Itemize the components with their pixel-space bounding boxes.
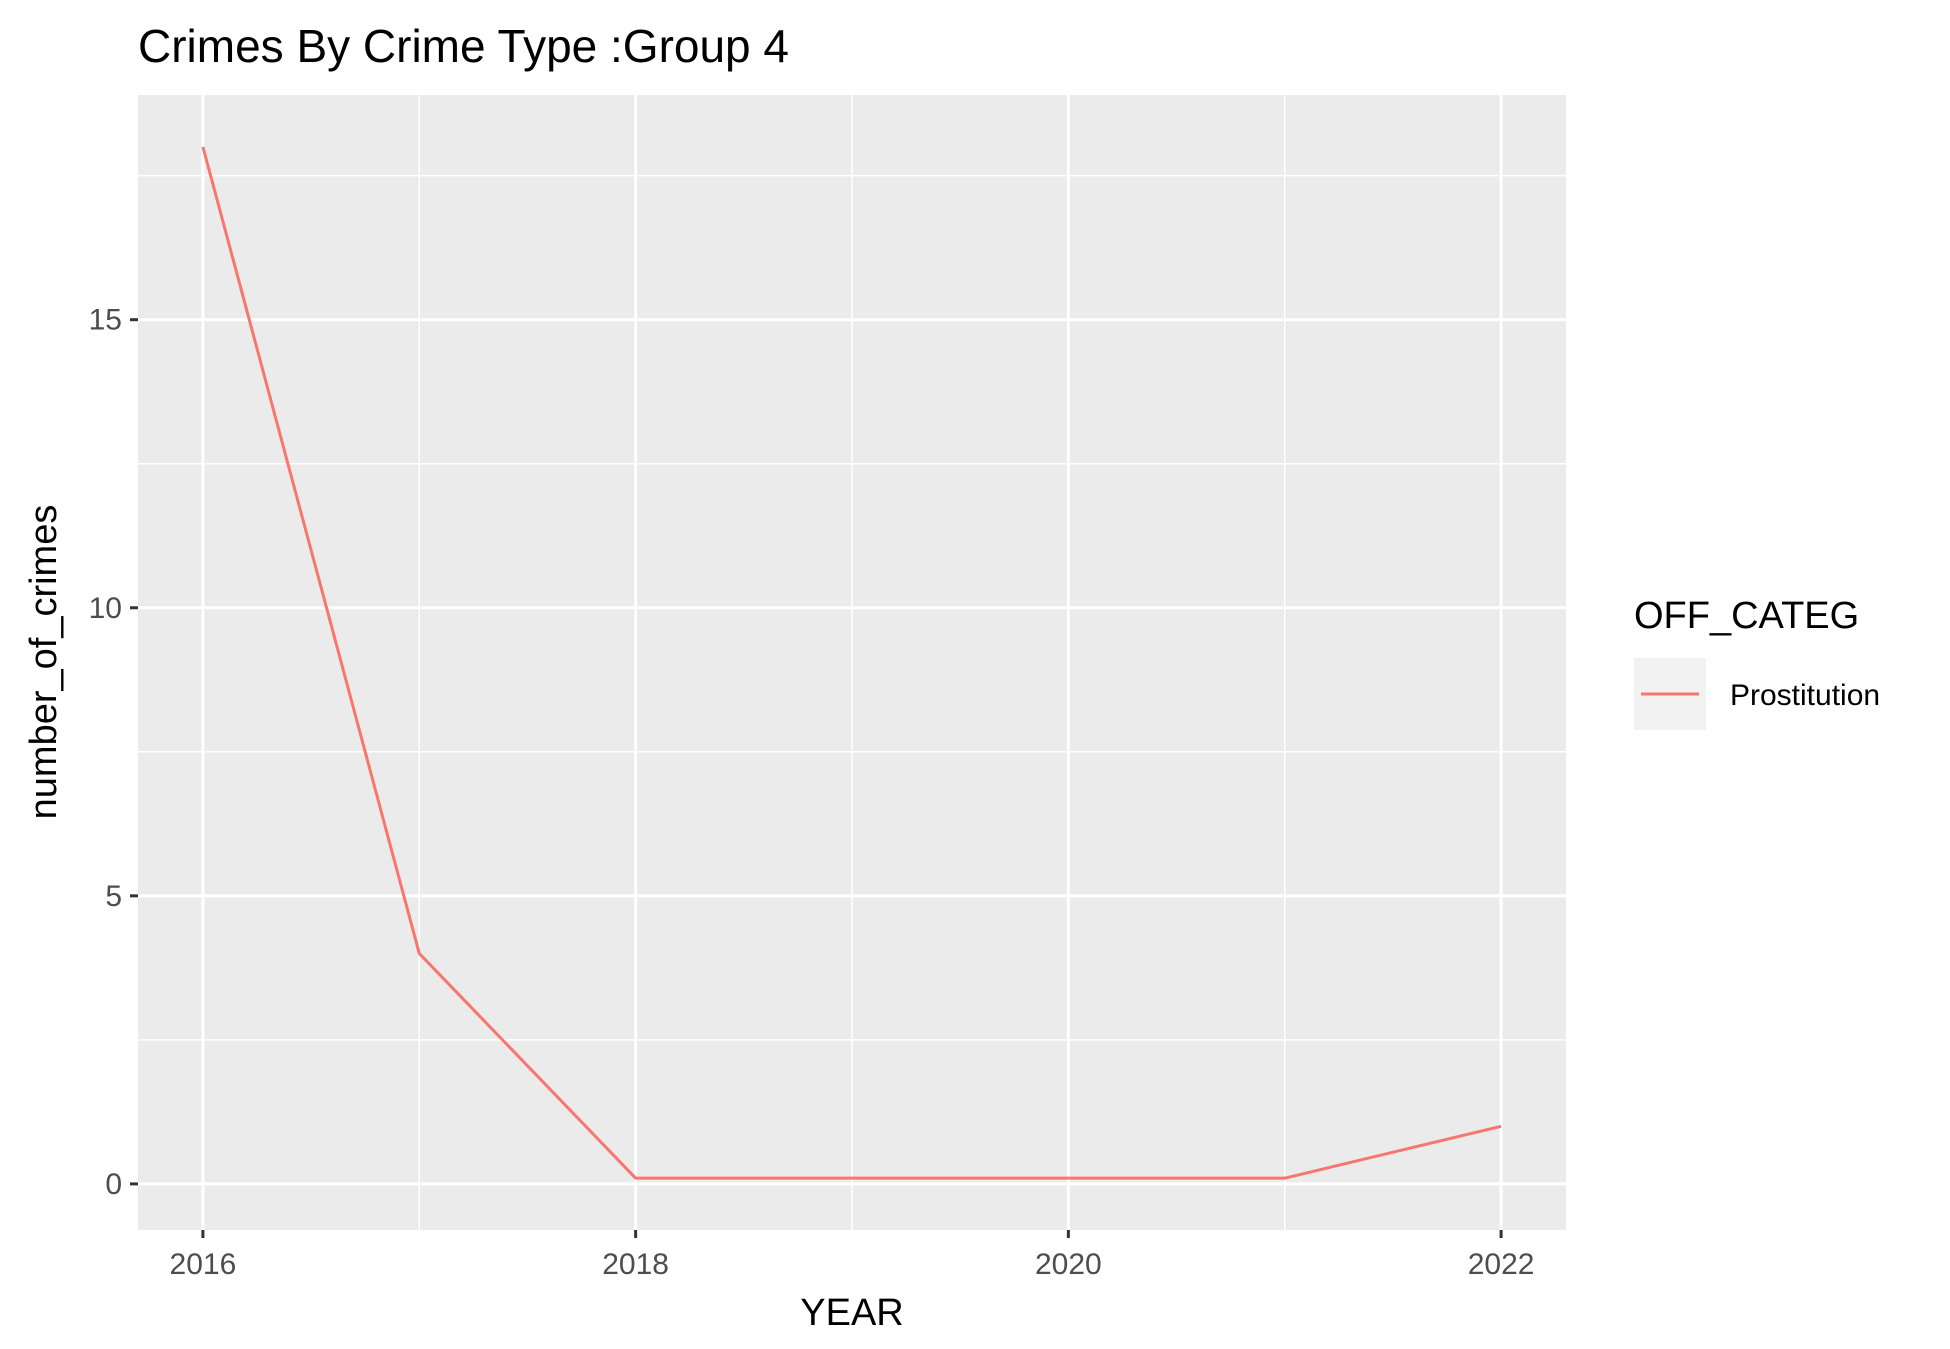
series-layer	[201, 146, 1502, 1180]
legend-title: OFF_CATEG	[1634, 595, 1859, 637]
x-axis: 2016 2018 2020 2022	[170, 1230, 1535, 1281]
x-tick-label: 2022	[1468, 1248, 1535, 1281]
y-axis: 0 5 10 15	[89, 304, 138, 1201]
y-tick-label: 0	[105, 1168, 122, 1201]
series-line-prostitution	[201, 146, 1502, 1180]
y-tick-label: 5	[105, 880, 122, 913]
x-tick-label: 2016	[170, 1248, 237, 1281]
major-gridlines	[138, 95, 1566, 1230]
legend: OFF_CATEG Prostitution	[1634, 595, 1880, 730]
chart-title: Crimes By Crime Type :Group 4	[138, 20, 789, 72]
y-tick-label: 10	[89, 592, 122, 625]
legend-label-prostitution: Prostitution	[1730, 679, 1880, 712]
x-tick-label: 2020	[1035, 1248, 1102, 1281]
minor-gridlines	[138, 95, 1566, 1230]
x-tick-label: 2018	[602, 1248, 669, 1281]
x-axis-title: YEAR	[800, 1292, 903, 1334]
y-axis-title: number_of_crimes	[23, 505, 65, 820]
y-tick-label: 15	[89, 304, 122, 337]
